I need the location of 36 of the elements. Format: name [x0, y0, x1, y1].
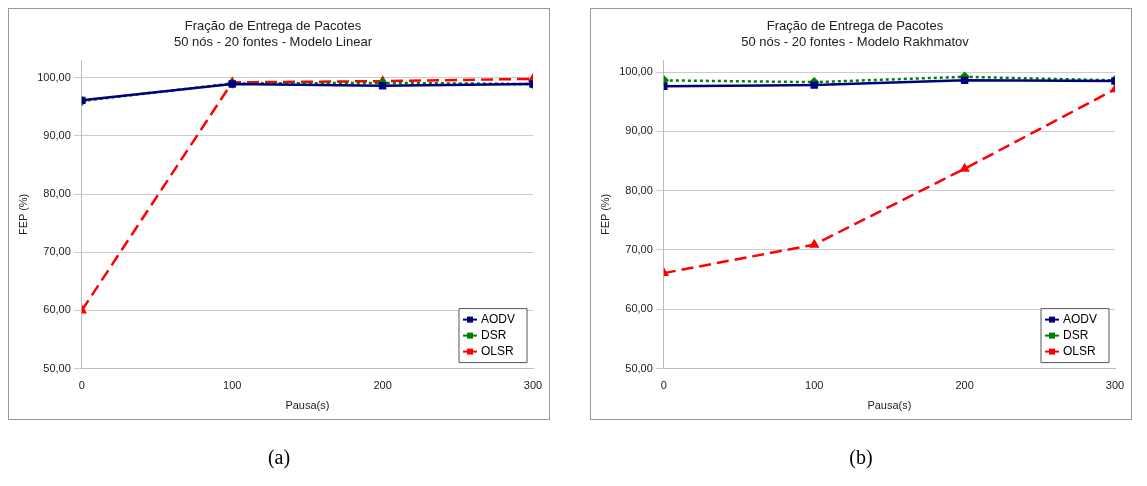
x-tick-label: 200: [373, 379, 392, 392]
y-tick-label: 50,00: [43, 361, 71, 374]
y-tick-label: 80,00: [625, 183, 653, 196]
x-tick-label: 0: [660, 379, 667, 392]
chart-subtitle: 50 nós - 20 fontes - Modelo Linear: [173, 33, 373, 49]
y-tick-label: 100,00: [37, 70, 71, 83]
y-tick-label: 90,00: [43, 128, 71, 141]
chart-subtitle: 50 nós - 20 fontes - Modelo Rakhmatov: [741, 33, 970, 49]
y-tick-label: 50,00: [625, 361, 653, 374]
x-tick-label: 100: [805, 379, 824, 392]
legend-label: OLSR: [481, 343, 515, 358]
text: (a): [266, 446, 292, 469]
y-axis-title: FEP (%): [598, 193, 611, 236]
chart-title: Fração de Entrega de Pacotes: [766, 18, 944, 34]
y-tick-label: 90,00: [625, 124, 653, 137]
y-tick-label: 70,00: [625, 243, 653, 256]
y-tick-label: 100,00: [619, 65, 653, 78]
legend-label: AODV: [481, 311, 516, 326]
x-axis-title: Pausa(s): [867, 399, 912, 412]
legend-label: OLSR: [1063, 343, 1097, 358]
y-tick-label: 60,00: [43, 303, 71, 316]
x-tick-label: 300: [523, 379, 543, 392]
y-tick-label: 70,00: [43, 245, 71, 258]
text: (b): [848, 446, 874, 469]
y-axis-title: FEP (%): [16, 193, 29, 236]
chart-title: Fração de Entrega de Pacotes: [184, 18, 362, 34]
y-tick-label: 80,00: [43, 187, 71, 200]
x-tick-label: 100: [223, 379, 242, 392]
x-axis-title: Pausa(s): [285, 399, 330, 412]
y-tick-label: 60,00: [625, 302, 653, 315]
legend-label: AODV: [1063, 311, 1098, 326]
legend-label: DSR: [481, 327, 507, 342]
x-tick-label: 300: [1105, 379, 1125, 392]
legend-label: DSR: [1063, 327, 1089, 342]
x-tick-label: 0: [78, 379, 85, 392]
x-tick-label: 200: [955, 379, 974, 392]
